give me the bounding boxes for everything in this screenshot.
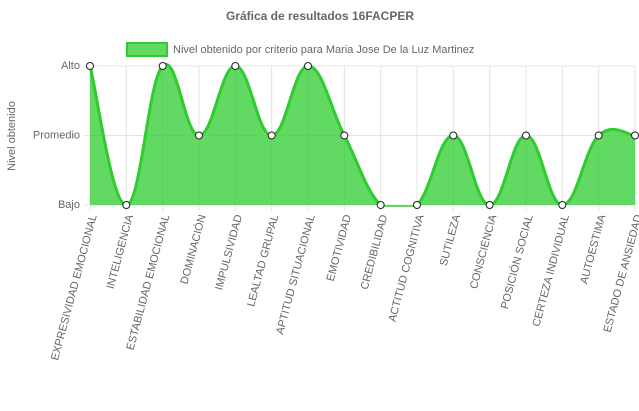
point bbox=[158, 62, 167, 70]
point bbox=[485, 201, 494, 209]
point bbox=[195, 131, 203, 140]
y-tick-label: Alto bbox=[61, 60, 80, 72]
point bbox=[558, 201, 567, 209]
y-tick-label: Promedio bbox=[33, 129, 80, 141]
point bbox=[376, 201, 385, 209]
x-tick-label: CERTEZA INDIVIDUAL bbox=[531, 213, 572, 328]
x-tick-label: EXPRESIVIDAD EMOCIONAL bbox=[49, 213, 100, 361]
area bbox=[90, 64, 635, 207]
y-axis-title: Nivel obtenido bbox=[6, 101, 18, 171]
x-tick-label: DOMINACIÓN bbox=[178, 213, 209, 285]
point bbox=[86, 62, 94, 70]
point bbox=[231, 62, 240, 70]
point bbox=[449, 131, 458, 140]
x-tick-label: POSICIÓN SOCIAL bbox=[498, 213, 536, 310]
point bbox=[594, 131, 603, 140]
x-tick-label: ESTABILIDAD EMOCIONAL bbox=[125, 213, 173, 351]
x-tick-label: EMOTIVIDAD bbox=[325, 213, 354, 282]
x-tick-label: SUTILEZA bbox=[438, 213, 463, 268]
plot-area bbox=[88, 62, 636, 207]
x-tick-label: INTELIGENCIA bbox=[105, 213, 137, 291]
x-tick-label: CREDIBILIDAD bbox=[359, 213, 391, 291]
x-tick-label: ESTADO DE ANSIEDAD bbox=[602, 213, 639, 333]
y-tick-label: Bajo bbox=[58, 199, 80, 211]
x-tick-label: AUTOESTIMA bbox=[578, 213, 608, 286]
point bbox=[122, 201, 131, 209]
x-tick-label: IMPULSIVIDAD bbox=[213, 213, 245, 291]
point bbox=[304, 62, 312, 70]
chart-title: Gráfica de resultados 16FACPER bbox=[226, 9, 414, 23]
point bbox=[340, 131, 349, 140]
point bbox=[267, 131, 276, 140]
point bbox=[631, 131, 639, 140]
x-tick-label: ACTITUD COGNITIVA bbox=[387, 213, 427, 323]
point bbox=[522, 131, 530, 140]
x-tick-label: LEALTAD GRUPAL bbox=[245, 213, 281, 308]
point bbox=[413, 201, 421, 209]
x-tick-label: APTITUD SITUACIONAL bbox=[274, 213, 318, 335]
x-tick-label: CONSCIENCIA bbox=[468, 213, 500, 291]
legend-swatch bbox=[126, 42, 168, 57]
legend-label: Nivel obtenido por criterio para Maria J… bbox=[173, 44, 474, 56]
